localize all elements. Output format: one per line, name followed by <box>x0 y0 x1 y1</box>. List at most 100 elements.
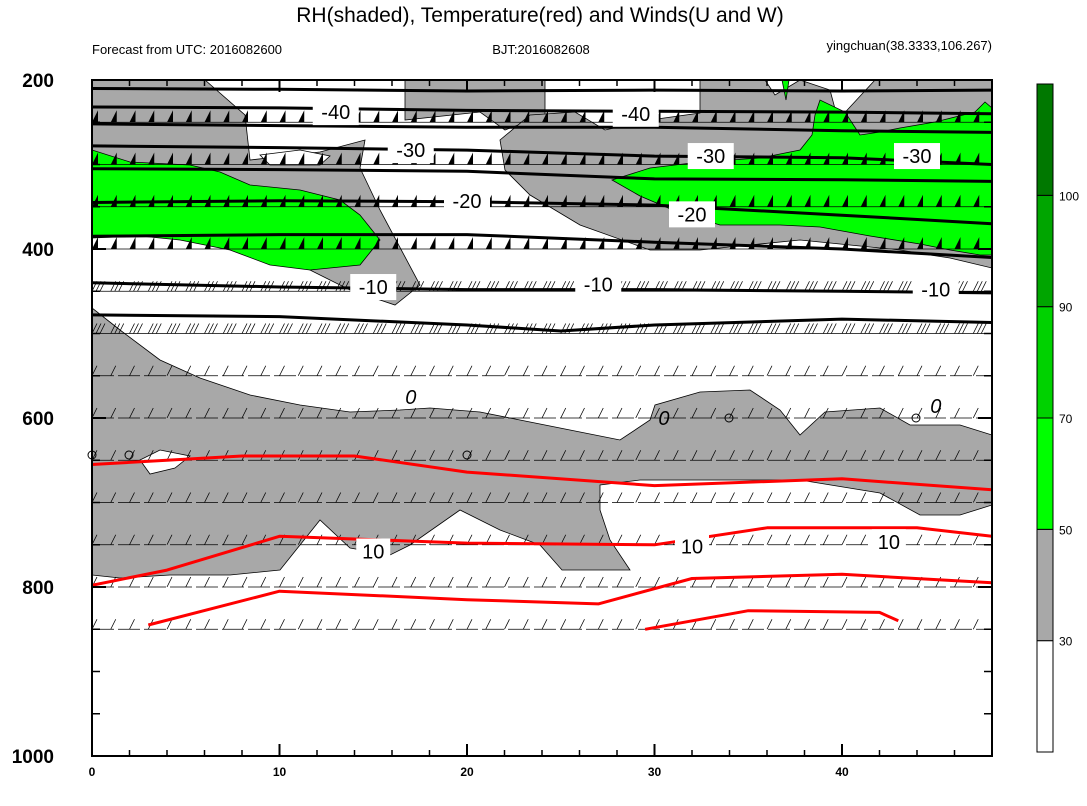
wind-barb-stroke <box>316 619 323 630</box>
wind-barb-flag <box>973 152 980 165</box>
wind-barb-stroke <box>879 450 885 461</box>
contour-label-box <box>350 274 397 301</box>
rh-colorbar: 30 50 70 90 100 <box>1036 83 1079 753</box>
wind-barb-stroke <box>822 576 829 588</box>
wind-barb-stroke <box>860 450 867 461</box>
wind-barb-stroke <box>597 407 604 419</box>
wind-barb-stroke <box>410 619 417 630</box>
wind-barb-stroke <box>354 365 360 376</box>
wind-barb-stroke <box>429 450 435 461</box>
wind-barb-stroke <box>249 323 256 334</box>
wind-barb-stroke <box>339 281 346 292</box>
wind-barb-stroke <box>830 281 837 292</box>
wind-barb-stroke <box>883 281 889 292</box>
wind-barb-stroke <box>691 365 698 376</box>
wind-barb-stroke <box>841 576 848 588</box>
wind-barb-stroke <box>751 323 758 334</box>
wind-barb-stroke <box>372 407 379 419</box>
wind-barb-stroke <box>147 323 154 334</box>
wind-barb-stroke <box>972 407 979 419</box>
wind-barb-stroke <box>804 323 810 334</box>
wind-barb-stroke <box>883 323 889 334</box>
wind-barb-stroke <box>616 365 623 376</box>
wind-barb-flag <box>148 237 155 249</box>
wind-barb-stroke <box>504 450 510 461</box>
wind-barb-stroke <box>804 450 810 461</box>
wind-barb-stroke <box>962 281 968 292</box>
wind-barb-stroke <box>129 576 135 588</box>
wind-barb-stroke <box>860 281 867 292</box>
wind-barb-stroke <box>301 323 308 334</box>
wind-barb-stroke <box>504 407 510 419</box>
wind-barb-flag <box>242 110 248 123</box>
wind-barb-flag <box>448 237 455 249</box>
wind-barb-stroke <box>541 365 548 376</box>
temperature-contour--20 <box>92 199 992 226</box>
wind-barb-flag <box>467 110 473 123</box>
wind-barb-flag <box>298 237 305 249</box>
wind-barb-flag <box>223 237 230 249</box>
wind-barb-stroke <box>789 323 796 334</box>
wind-barb-stroke <box>916 323 923 334</box>
colorbar-bin <box>1036 194 1054 308</box>
wind-barb-stroke <box>522 407 529 419</box>
wind-barb-stroke <box>616 619 623 630</box>
wind-barb-flag <box>110 110 117 123</box>
wind-barb-stroke <box>710 450 717 461</box>
bjt-subtitle: BJT:2016082608 <box>492 42 590 57</box>
wind-barb-stroke <box>616 407 623 419</box>
wind-barb-stroke <box>766 450 773 461</box>
wind-barb-stroke <box>822 323 829 334</box>
wind-barb-stroke <box>204 407 210 419</box>
wind-barb-stroke <box>972 534 979 545</box>
wind-barb-stroke <box>864 281 871 292</box>
wind-barb-stroke <box>343 323 350 334</box>
wind-barb-stroke <box>804 407 810 419</box>
wind-barb-stroke <box>410 323 417 334</box>
wind-barb-stroke <box>241 492 248 503</box>
wind-barb-stroke <box>110 450 117 461</box>
wind-barb-stroke <box>137 323 143 334</box>
wind-barb-stroke <box>860 323 867 334</box>
contour-label: 10 <box>362 542 384 564</box>
wind-barb-stroke <box>897 492 904 503</box>
wind-barb-flag <box>92 110 98 123</box>
wind-barb-flag <box>729 110 736 123</box>
contour-label: -20 <box>678 204 707 226</box>
wind-barb-flag <box>148 152 155 165</box>
wind-barb-flag <box>523 237 530 249</box>
wind-barb-stroke <box>185 576 192 588</box>
wind-barb-stroke <box>597 619 604 630</box>
wind-barb-stroke <box>616 492 623 503</box>
wind-barb-flag <box>92 237 98 249</box>
wind-barb-flag <box>523 110 530 123</box>
wind-barb-flag <box>860 194 867 207</box>
wind-barb-stroke <box>935 534 942 545</box>
wind-barb-stroke <box>241 534 248 545</box>
wind-barb-stroke <box>793 323 800 334</box>
wind-barb-stroke <box>822 281 829 292</box>
wind-barb-stroke <box>504 492 510 503</box>
wind-barb-stroke <box>129 619 135 630</box>
wind-barb-stroke <box>785 407 792 419</box>
wind-barb-stroke <box>804 619 810 630</box>
wind-barb-flag <box>542 152 548 165</box>
y-tick-label: 600 <box>22 409 54 430</box>
wind-barb-stroke <box>635 450 642 461</box>
wind-barb-stroke <box>718 323 725 334</box>
wind-barb-stroke <box>841 619 848 630</box>
wind-barb-stroke <box>916 619 923 630</box>
wind-barb-stroke <box>185 323 192 334</box>
wind-barb-stroke <box>110 365 117 376</box>
contour-labels: -40 -40 -30 -30 -30 -20 -20 -10 -10 -10 0 0 0 10 10 10 <box>312 99 959 565</box>
wind-barb-stroke <box>579 492 585 503</box>
x-tick-label: 40 <box>835 765 849 779</box>
wind-barb-stroke <box>447 365 454 376</box>
wind-barb-stroke <box>579 619 585 630</box>
wind-barb-stroke <box>129 407 135 419</box>
wind-barb-stroke <box>729 323 735 334</box>
wind-barb-stroke <box>597 450 604 461</box>
wind-barb-stroke <box>222 450 229 461</box>
wind-barb-stroke <box>170 281 177 292</box>
wind-barb-flag <box>298 152 305 165</box>
